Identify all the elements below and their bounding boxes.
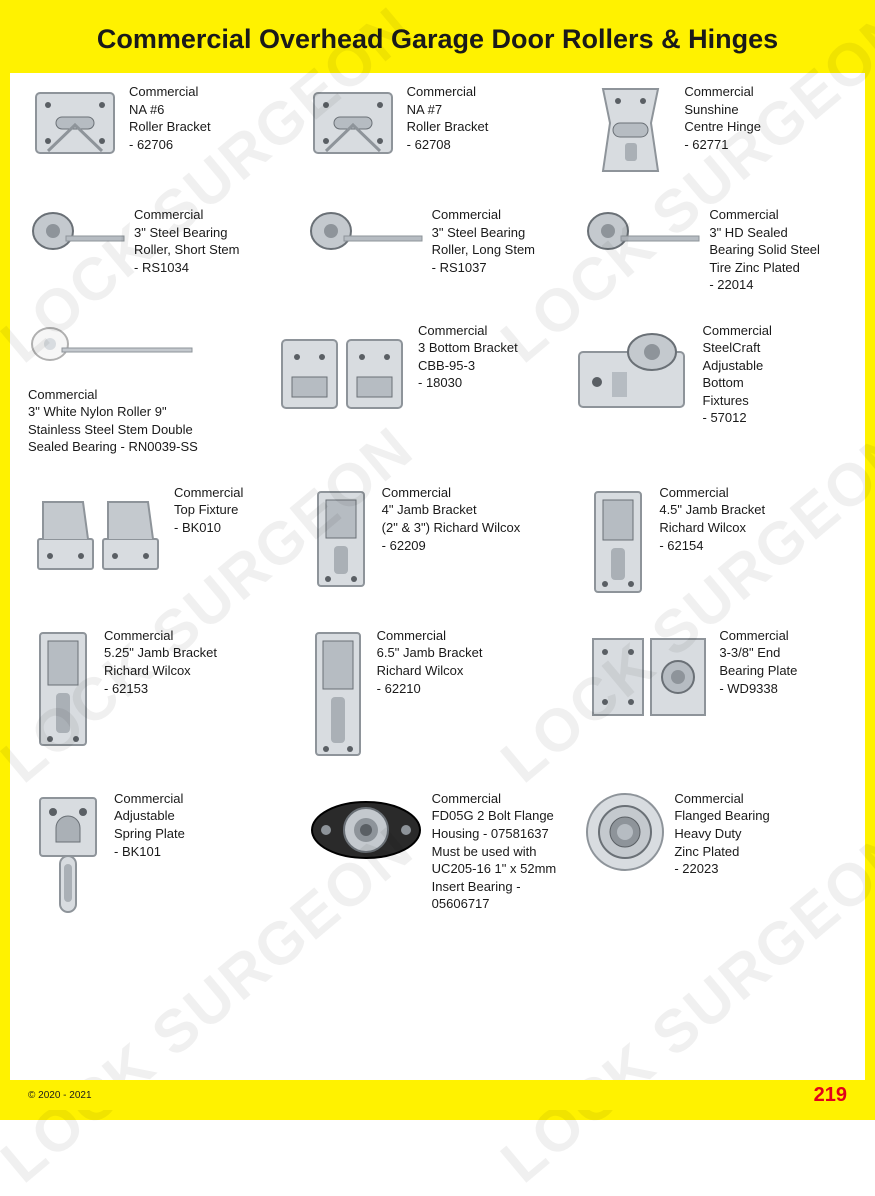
product-image bbox=[583, 206, 703, 276]
product-row: Commercial NA #6 Roller Bracket - 62706 … bbox=[28, 83, 847, 178]
product-label: Commercial 3" White Nylon Roller 9" Stai… bbox=[28, 382, 198, 456]
product-image bbox=[306, 790, 426, 870]
product-image bbox=[28, 627, 98, 752]
product-label: Commercial 4.5" Jamb Bracket Richard Wil… bbox=[653, 484, 765, 554]
product-label: Commercial FD05G 2 Bolt Flange Housing -… bbox=[426, 790, 570, 913]
product-row: Commercial 3" Steel Bearing Roller, Shor… bbox=[28, 206, 847, 294]
product-image bbox=[28, 83, 123, 163]
product-item: Commercial 3-3/8" End Bearing Plate - WD… bbox=[583, 627, 847, 762]
product-label: Commercial 3 Bottom Bracket CBB-95-3 - 1… bbox=[412, 322, 518, 392]
product-item: Commercial 3" Steel Bearing Roller, Shor… bbox=[28, 206, 292, 294]
product-label: Commercial NA #7 Roller Bracket - 62708 bbox=[401, 83, 489, 153]
product-item: Commercial 3" HD Sealed Bearing Solid St… bbox=[583, 206, 847, 294]
product-label: Commercial 6.5" Jamb Bracket Richard Wil… bbox=[371, 627, 483, 697]
page-header: Commercial Overhead Garage Door Rollers … bbox=[10, 10, 865, 73]
product-label: Commercial Sunshine Centre Hinge - 62771 bbox=[678, 83, 761, 153]
product-row: Commercial Top Fixture - BK010 Commercia… bbox=[28, 484, 847, 599]
product-grid: Commercial NA #6 Roller Bracket - 62706 … bbox=[10, 73, 865, 920]
product-label: Commercial 5.25" Jamb Bracket Richard Wi… bbox=[98, 627, 217, 697]
product-label: Commercial 3-3/8" End Bearing Plate - WD… bbox=[713, 627, 797, 697]
product-item: Commercial 4" Jamb Bracket (2" & 3") Ric… bbox=[306, 484, 570, 599]
product-label: Commercial 4" Jamb Bracket (2" & 3") Ric… bbox=[376, 484, 521, 554]
product-item: Commercial FD05G 2 Bolt Flange Housing -… bbox=[306, 790, 570, 920]
product-image bbox=[306, 83, 401, 163]
catalog-page: LOCK SURGEON LOCK SURGEON LOCK SURGEON L… bbox=[0, 0, 875, 1120]
product-row: Commercial 3" White Nylon Roller 9" Stai… bbox=[28, 322, 847, 456]
product-label: Commercial Flanged Bearing Heavy Duty Zi… bbox=[668, 790, 769, 878]
product-item: Commercial Top Fixture - BK010 bbox=[28, 484, 292, 599]
product-label: Commercial SteelCraft Adjustable Bottom … bbox=[697, 322, 772, 427]
product-image bbox=[272, 322, 412, 417]
product-image bbox=[583, 790, 668, 875]
product-label: Commercial Top Fixture - BK010 bbox=[168, 484, 243, 537]
product-label: Commercial 3" Steel Bearing Roller, Long… bbox=[426, 206, 535, 276]
product-item: Commercial 4.5" Jamb Bracket Richard Wil… bbox=[583, 484, 847, 599]
product-item: Commercial NA #7 Roller Bracket - 62708 bbox=[306, 83, 570, 178]
product-image bbox=[306, 206, 426, 276]
product-image bbox=[28, 206, 128, 276]
page-title: Commercial Overhead Garage Door Rollers … bbox=[20, 24, 855, 55]
product-image bbox=[306, 484, 376, 594]
product-item: Commercial NA #6 Roller Bracket - 62706 bbox=[28, 83, 292, 178]
product-image bbox=[28, 790, 108, 920]
copyright-text: © 2020 - 2021 bbox=[28, 1090, 92, 1101]
product-item: Commercial 3" Steel Bearing Roller, Long… bbox=[306, 206, 570, 294]
product-item: Commercial Flanged Bearing Heavy Duty Zi… bbox=[583, 790, 847, 920]
product-label: Commercial 3" Steel Bearing Roller, Shor… bbox=[128, 206, 240, 276]
product-image bbox=[28, 322, 198, 382]
product-label: Commercial NA #6 Roller Bracket - 62706 bbox=[123, 83, 211, 153]
product-item: Commercial 3" White Nylon Roller 9" Stai… bbox=[28, 322, 258, 456]
product-item: Commercial Adjustable Spring Plate - BK1… bbox=[28, 790, 292, 920]
product-image bbox=[583, 627, 713, 727]
product-label: Commercial Adjustable Spring Plate - BK1… bbox=[108, 790, 185, 860]
product-item: Commercial Sunshine Centre Hinge - 62771 bbox=[583, 83, 847, 178]
page-number: 219 bbox=[814, 1084, 847, 1107]
product-image bbox=[583, 83, 678, 178]
page-footer: © 2020 - 2021 219 bbox=[10, 1080, 865, 1110]
product-item: Commercial 6.5" Jamb Bracket Richard Wil… bbox=[306, 627, 570, 762]
product-image bbox=[583, 484, 653, 599]
product-image bbox=[28, 484, 168, 579]
product-item: Commercial SteelCraft Adjustable Bottom … bbox=[567, 322, 848, 456]
product-image bbox=[567, 322, 697, 417]
product-row: Commercial Adjustable Spring Plate - BK1… bbox=[28, 790, 847, 920]
product-row: Commercial 5.25" Jamb Bracket Richard Wi… bbox=[28, 627, 847, 762]
product-item: Commercial 3 Bottom Bracket CBB-95-3 - 1… bbox=[272, 322, 553, 456]
product-item: Commercial 5.25" Jamb Bracket Richard Wi… bbox=[28, 627, 292, 762]
product-label: Commercial 3" HD Sealed Bearing Solid St… bbox=[703, 206, 820, 294]
product-image bbox=[306, 627, 371, 762]
